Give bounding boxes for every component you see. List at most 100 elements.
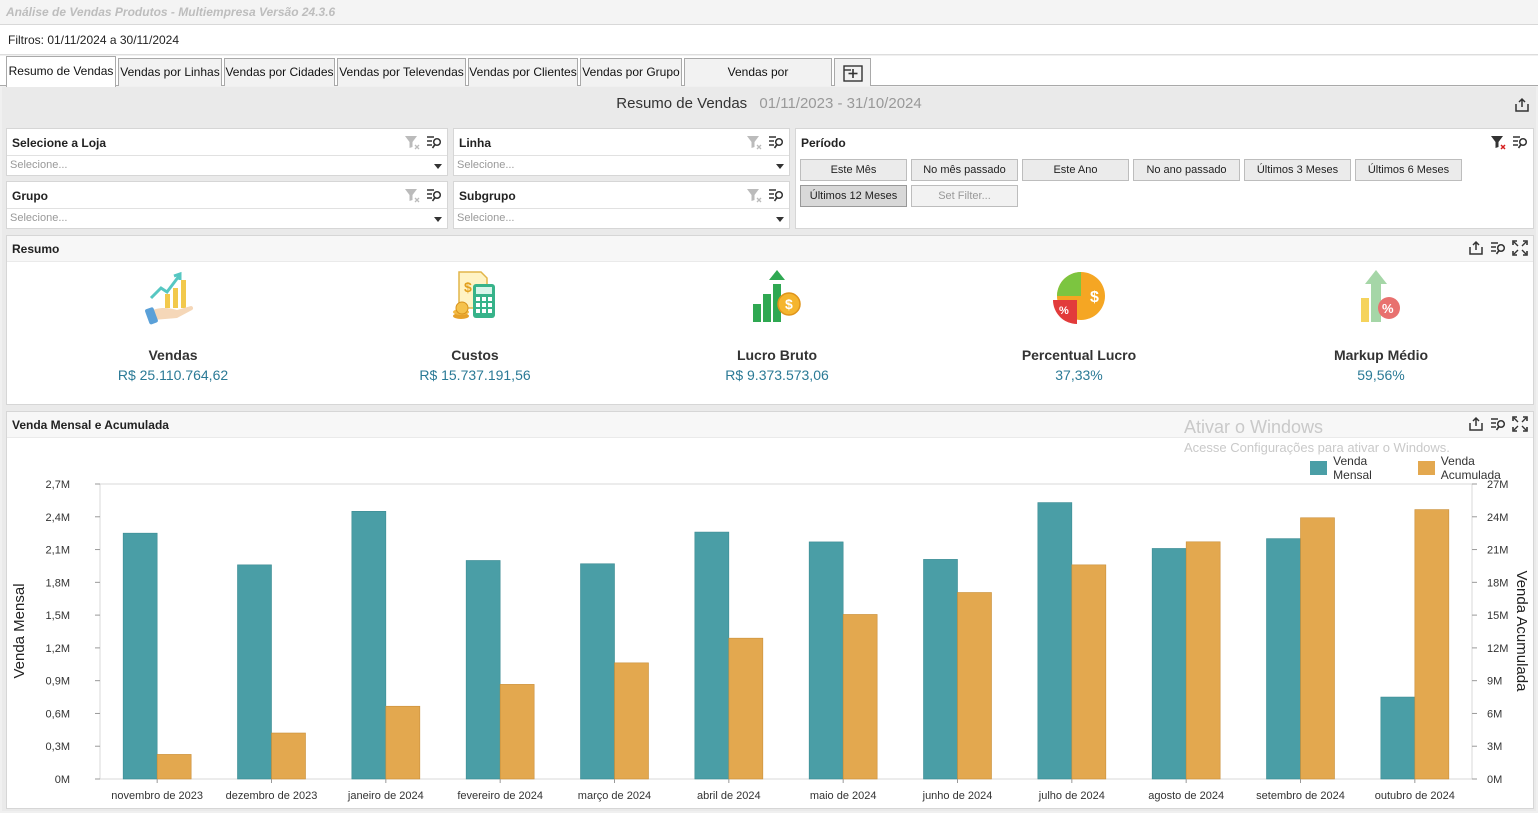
y-tick-label: 2,4M — [46, 512, 70, 524]
x-tick-label: novembro de 2023 — [111, 790, 203, 802]
bar-venda-acumulada[interactable] — [385, 705, 421, 780]
bar-venda-acumulada[interactable] — [957, 592, 992, 780]
tab-resumo-de-vendas[interactable]: Resumo de Vendas — [6, 56, 116, 87]
tab-vendas-por-cidades[interactable]: Vendas por Cidades — [224, 58, 335, 86]
clear-filter-icon[interactable] — [1490, 134, 1506, 150]
bar-venda-mensal[interactable] — [237, 564, 272, 780]
clear-filter-icon[interactable] — [746, 134, 762, 150]
search-filter-icon[interactable] — [426, 187, 442, 203]
chevron-down-icon — [776, 217, 784, 222]
period-ano-passado-button[interactable]: No ano passado — [1133, 159, 1240, 181]
bar-venda-mensal[interactable] — [351, 511, 387, 780]
bar-venda-acumulada[interactable] — [1185, 541, 1221, 780]
export-icon[interactable] — [1468, 416, 1484, 432]
period-set-filter-button[interactable]: Set Filter... — [911, 185, 1018, 207]
bar-venda-acumulada[interactable] — [1414, 509, 1450, 780]
bar-venda-mensal[interactable] — [1266, 538, 1301, 780]
filter-loja-combo[interactable]: Selecione... — [7, 155, 447, 175]
svg-text:%: % — [1059, 305, 1069, 317]
tab-vendas-por-televendas[interactable]: Vendas por Televendas — [337, 58, 466, 86]
filter-grupo: Grupo Selecione... — [6, 181, 448, 229]
svg-text:$: $ — [1090, 289, 1099, 306]
filter-subgrupo-label: Subgrupo — [459, 189, 516, 203]
bar-venda-mensal[interactable] — [580, 563, 615, 780]
x-tick-label: janeiro de 2024 — [347, 790, 424, 802]
bar-venda-mensal[interactable] — [1151, 548, 1187, 780]
maximize-icon[interactable] — [1512, 240, 1528, 256]
kpi-custos-value: R$ 15.737.191,56 — [419, 367, 531, 383]
y-axis-title: Venda Mensal — [11, 583, 28, 678]
bar-venda-mensal[interactable] — [923, 559, 958, 780]
markup-arrow-icon: % — [1361, 270, 1400, 322]
clear-filter-icon[interactable] — [404, 187, 420, 203]
y2-tick-label: 6M — [1487, 708, 1502, 720]
y-tick-label: 2,1M — [46, 545, 70, 557]
filters-text: Filtros: 01/11/2024 a 30/11/2024 — [8, 33, 180, 47]
filter-loja-placeholder: Selecione... — [10, 159, 68, 171]
x-tick-label: outubro de 2024 — [1375, 790, 1455, 802]
search-filter-icon[interactable] — [768, 134, 784, 150]
bar-venda-acumulada[interactable] — [1300, 517, 1335, 780]
export-icon[interactable] — [1468, 240, 1484, 256]
filter-subgrupo-placeholder: Selecione... — [457, 212, 515, 224]
filter-linha-combo[interactable]: Selecione... — [454, 155, 789, 175]
y2-tick-label: 9M — [1487, 676, 1502, 688]
tab-vendas-por-grupo[interactable]: Vendas por Grupo — [580, 58, 682, 86]
search-filter-icon[interactable] — [426, 134, 442, 150]
bar-venda-mensal[interactable] — [1380, 696, 1416, 780]
kpi-lucro-bruto-value: R$ 9.373.573,06 — [725, 367, 829, 383]
y2-tick-label: 12M — [1487, 643, 1508, 655]
x-tick-label: setembro de 2024 — [1256, 790, 1345, 802]
bar-venda-mensal[interactable] — [122, 532, 158, 780]
kpi-lucro-bruto-label: Lucro Bruto — [736, 347, 818, 363]
bar-venda-acumulada[interactable] — [271, 732, 306, 780]
dashboard-export-button[interactable] — [1514, 97, 1530, 116]
kpi-markup-medio-value: 59,56% — [1357, 367, 1405, 383]
x-tick-label: março de 2024 — [578, 790, 651, 802]
bar-venda-acumulada[interactable] — [842, 614, 878, 780]
filter-subgrupo-combo[interactable]: Selecione... — [454, 208, 789, 228]
dashboard-date-range: 01/11/2023 - 31/10/2024 — [759, 95, 922, 112]
bar-venda-acumulada[interactable] — [614, 662, 649, 780]
x-tick-label: maio de 2024 — [810, 790, 877, 802]
x-tick-label: fevereiro de 2024 — [457, 790, 543, 802]
clear-filter-icon[interactable] — [746, 187, 762, 203]
y-tick-label: 2,7M — [46, 479, 70, 491]
bar-venda-acumulada[interactable] — [1071, 564, 1107, 780]
svg-text:%: % — [1382, 301, 1394, 316]
search-filter-icon[interactable] — [768, 187, 784, 203]
bar-venda-mensal[interactable] — [808, 541, 844, 780]
search-filter-icon[interactable] — [1490, 416, 1506, 432]
y2-tick-label: 0M — [1487, 774, 1502, 786]
tab-vendas-por-representantes[interactable]: Vendas por Representantes — [684, 58, 832, 105]
maximize-icon[interactable] — [1512, 416, 1528, 432]
y-tick-label: 1,5M — [46, 610, 70, 622]
period-mes-passado-button[interactable]: No mês passado — [911, 159, 1018, 181]
period-3-meses-button[interactable]: Últimos 3 Meses — [1244, 159, 1351, 181]
period-6-meses-button[interactable]: Últimos 6 Meses — [1355, 159, 1462, 181]
clear-filter-icon[interactable] — [404, 134, 420, 150]
chart-legend: Venda Mensal Venda Acumulada — [1310, 454, 1533, 482]
kpi-markup-medio-label: Markup Médio — [1333, 347, 1429, 363]
y-tick-label: 1,2M — [46, 643, 70, 655]
period-12-meses-button[interactable]: Últimos 12 Meses — [800, 185, 907, 207]
window-title: Análise de Vendas Produtos - Multiempres… — [6, 5, 336, 19]
search-filter-icon[interactable] — [1512, 134, 1528, 150]
y-tick-label: 0,3M — [46, 741, 70, 753]
bar-venda-acumulada[interactable] — [156, 754, 192, 780]
add-tab-button[interactable] — [834, 58, 871, 86]
period-este-ano-button[interactable]: Este Ano — [1022, 159, 1129, 181]
search-filter-icon[interactable] — [1490, 240, 1506, 256]
bar-venda-acumulada[interactable] — [499, 684, 535, 780]
filter-grupo-combo[interactable]: Selecione... — [7, 208, 447, 228]
y-tick-label: 0,6M — [46, 708, 70, 720]
bar-venda-mensal[interactable] — [1037, 502, 1073, 780]
y2-tick-label: 18M — [1487, 577, 1508, 589]
y-tick-label: 0,9M — [46, 676, 70, 688]
bar-venda-acumulada[interactable] — [728, 637, 764, 780]
bar-venda-mensal[interactable] — [465, 560, 501, 780]
tab-vendas-por-linhas[interactable]: Vendas por Linhas — [118, 58, 222, 86]
period-este-mes-button[interactable]: Este Mês — [800, 159, 907, 181]
bar-venda-mensal[interactable] — [694, 531, 730, 780]
tab-vendas-por-clientes[interactable]: Vendas por Clientes — [468, 58, 578, 86]
